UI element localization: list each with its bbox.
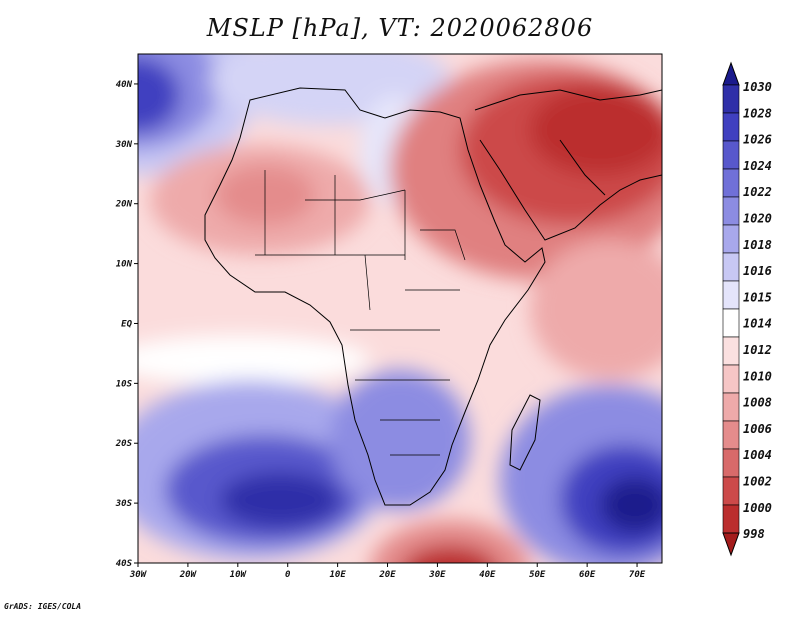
colorbar-label: 1006 — [743, 422, 772, 436]
colorbar-label: 998 — [743, 527, 765, 541]
x-tick-label: 30W — [129, 570, 148, 580]
colorbar-swatch — [722, 168, 740, 198]
x-tick-label: 70E — [629, 570, 646, 580]
colorbar-swatch — [722, 112, 740, 142]
colorbar-label: 1016 — [743, 264, 772, 278]
coastline-madagascar — [509, 394, 541, 471]
x-tick-label: 0 — [285, 570, 291, 580]
colorbar-label: 1028 — [743, 106, 772, 120]
colorbar-label: 1024 — [743, 159, 772, 173]
colorbar-swatch — [722, 196, 740, 226]
y-axis: 40N 30N 20N 10N EQ 10S 20S 30S 40S — [115, 80, 138, 569]
x-tick-label: 60E — [579, 570, 596, 580]
pressure-field — [138, 54, 662, 563]
y-tick-label: 10N — [116, 260, 133, 270]
y-tick-label: 40S — [116, 559, 133, 569]
colorbar-label: 1020 — [743, 212, 772, 226]
colorbar-label: 1008 — [743, 396, 772, 410]
colorbar-label: 1000 — [743, 501, 772, 515]
y-tick-label: 30N — [115, 140, 133, 150]
y-tick-label: 10S — [116, 379, 133, 389]
colorbar-swatch — [722, 420, 740, 450]
colorbar-swatch — [722, 364, 740, 394]
colorbar-label: 1022 — [743, 185, 772, 199]
colorbar-swatch — [722, 308, 740, 338]
y-tick-label: 30S — [115, 499, 133, 509]
coastline-arabia — [474, 89, 662, 241]
colorbar-label: 1018 — [743, 238, 772, 252]
colorbar-label: 1012 — [743, 343, 772, 357]
colorbar-max-arrow — [722, 61, 740, 86]
colorbar-swatch — [722, 476, 740, 506]
x-tick-label: 30E — [428, 570, 446, 580]
plot-frame — [137, 53, 663, 564]
colorbar-swatch — [722, 504, 740, 534]
colorbar-label: 1010 — [743, 369, 772, 383]
y-tick-label: EQ — [121, 319, 132, 329]
x-tick-label: 50E — [529, 570, 546, 580]
colorbar-label: 1026 — [743, 133, 772, 147]
colorbar-label: 1030 — [743, 80, 772, 94]
colorbar-label: 1014 — [743, 317, 772, 331]
colorbar-label: 1015 — [743, 290, 772, 304]
colorbar-min-arrow — [722, 532, 740, 557]
y-tick-label: 20S — [115, 439, 133, 449]
y-tick-label: 40N — [116, 80, 133, 90]
y-tick-label: 20N — [115, 200, 133, 210]
colorbar: 1030 1028 1026 1024 1022 1020 1018 1016 1015 1014… — [722, 61, 772, 557]
x-tick-label: 20W — [179, 570, 198, 580]
colorbar-label: 1004 — [743, 448, 772, 462]
chart-title: MSLP [hPa], VT: 2020062806 — [206, 14, 594, 42]
colorbar-swatch — [722, 336, 740, 366]
x-tick-label: 40E — [479, 570, 496, 580]
colorbar-swatch — [722, 140, 740, 170]
colorbar-swatch — [722, 224, 740, 254]
country-borders — [255, 170, 466, 456]
x-tick-label: 10W — [230, 570, 248, 580]
colorbar-swatch — [722, 252, 740, 282]
x-axis: 30W 20W 10W 0 10E 20E 30E 40E 50E 60E 70E — [129, 563, 646, 580]
credit-text: GrADS: IGES/COLA — [4, 602, 82, 611]
x-tick-label: 20E — [378, 570, 396, 580]
colorbar-label: 1002 — [743, 475, 772, 489]
colorbar-swatch — [722, 280, 740, 310]
colorbar-swatch — [722, 448, 740, 478]
colorbar-swatch — [722, 84, 740, 114]
colorbar-swatch — [722, 392, 740, 422]
coastline-africa — [204, 87, 546, 506]
x-tick-label: 10E — [329, 570, 346, 580]
